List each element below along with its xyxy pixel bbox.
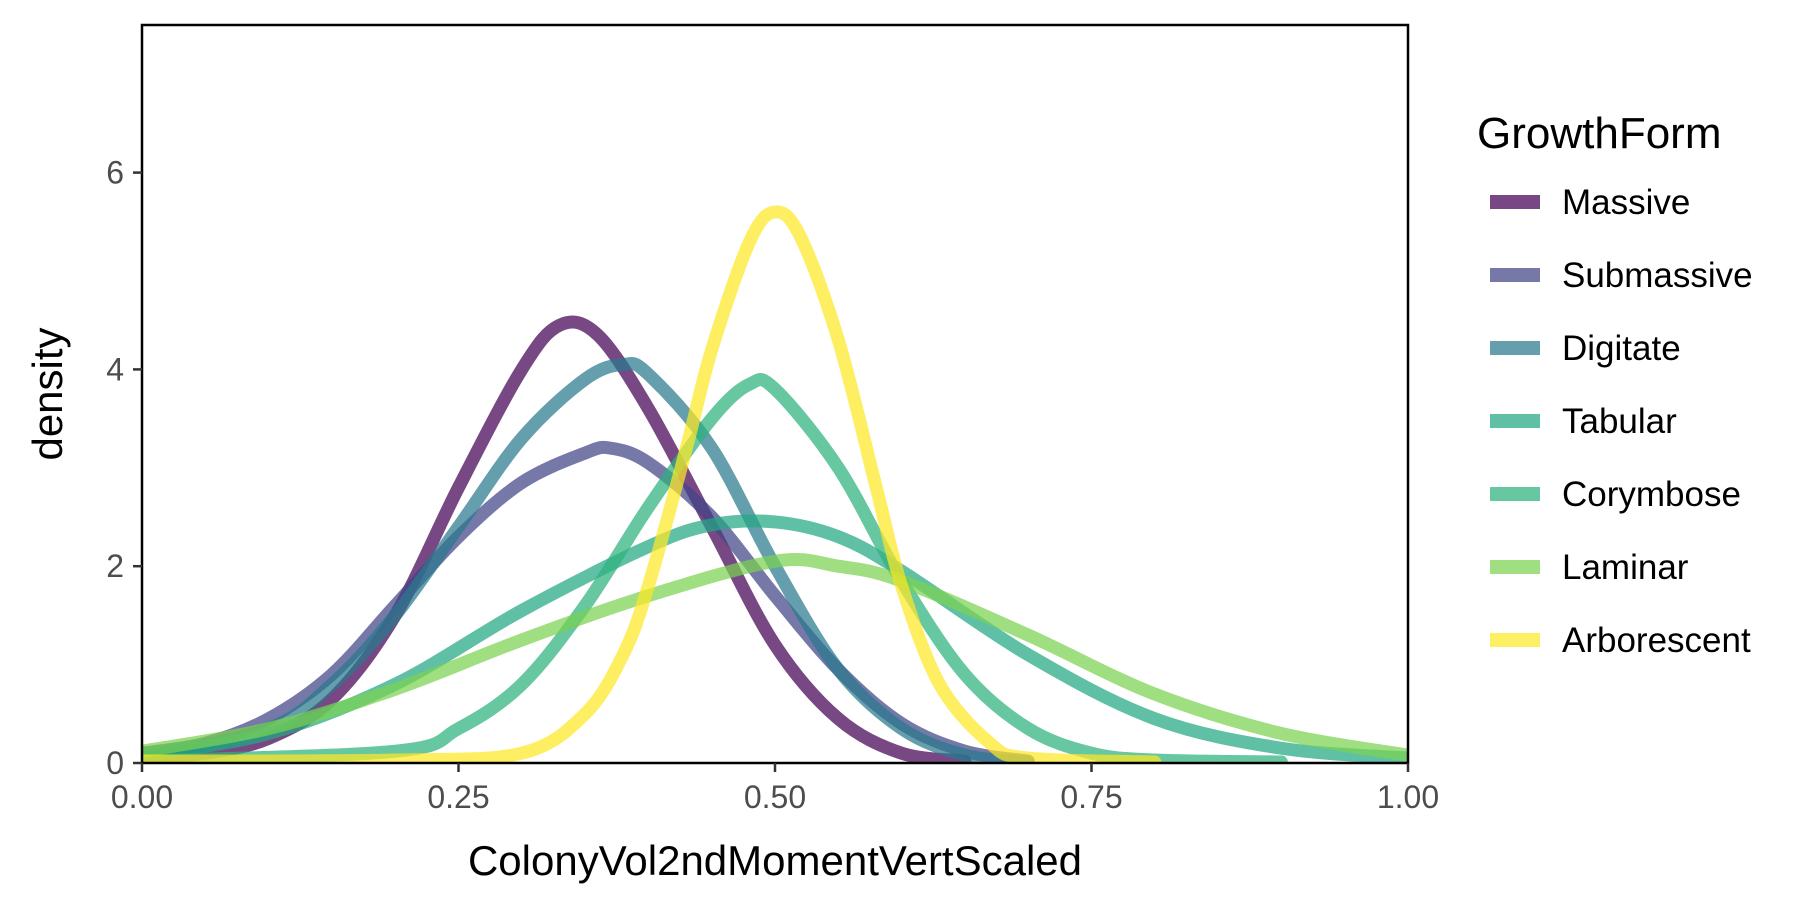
series-line-laminar <box>142 553 1408 762</box>
x-axis-title: ColonyVol2ndMomentVertScaled <box>468 837 1082 884</box>
series-line-corymbose <box>142 373 1288 763</box>
legend-item-digitate: Digitate <box>1490 329 1681 368</box>
series-lines <box>142 205 1408 763</box>
y-axis-title: density <box>24 327 71 460</box>
legend-label: Digitate <box>1562 329 1681 368</box>
y-tick-label: 6 <box>106 155 124 191</box>
legend-title: GrowthForm <box>1477 109 1721 158</box>
legend-item-massive: Massive <box>1490 183 1690 222</box>
x-tick-label: 1.00 <box>1377 779 1439 815</box>
legend-label: Arborescent <box>1562 621 1751 660</box>
y-tick-label: 4 <box>106 351 124 387</box>
x-tick-label: 0.00 <box>111 779 173 815</box>
legend-label: Laminar <box>1562 548 1689 587</box>
x-tick-label: 0.50 <box>744 779 806 815</box>
legend-item-submassive: Submassive <box>1490 256 1753 295</box>
y-tick-label: 2 <box>106 548 124 584</box>
legend-label: Submassive <box>1562 256 1753 295</box>
series-line-arborescent <box>142 205 1162 763</box>
legend-label: Massive <box>1562 183 1690 222</box>
legend-item-tabular: Tabular <box>1490 402 1677 441</box>
legend-item-laminar: Laminar <box>1490 548 1689 587</box>
legend-label: Tabular <box>1562 402 1677 441</box>
x-tick-label: 0.75 <box>1060 779 1122 815</box>
legend-item-arborescent: Arborescent <box>1490 621 1751 660</box>
axes: 0.00 0.25 0.50 0.75 1.00 0 2 4 6 <box>106 23 1439 815</box>
legend-label: Corymbose <box>1562 475 1741 514</box>
legend: GrowthForm Massive Submassive Digitate Tabu… <box>1477 109 1753 660</box>
x-tick-label: 0.25 <box>427 779 489 815</box>
series-line-digitate <box>142 357 1035 763</box>
plot-area <box>142 205 1408 763</box>
y-tick-label: 0 <box>106 745 124 781</box>
legend-item-corymbose: Corymbose <box>1490 475 1741 514</box>
